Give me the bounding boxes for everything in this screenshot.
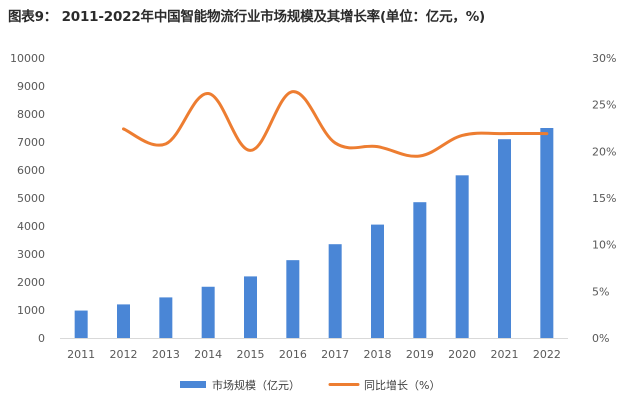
y-right-tick-label: 0% <box>592 332 609 345</box>
y-right-tick-label: 10% <box>592 239 616 252</box>
y-left-tick-label: 2000 <box>17 276 45 289</box>
x-tick-label: 2016 <box>279 348 307 361</box>
bar-2018 <box>371 224 384 338</box>
y-left-tick-label: 9000 <box>17 80 45 93</box>
x-tick-label: 2012 <box>110 348 138 361</box>
x-tick-label: 2022 <box>533 348 561 361</box>
y-left-tick-label: 0 <box>38 332 45 345</box>
bar-2013 <box>159 297 173 338</box>
bar-2014 <box>201 286 215 338</box>
x-tick-label: 2015 <box>237 348 265 361</box>
bar-2017 <box>328 244 342 338</box>
chart-title: 图表9： 2011-2022年中国智能物流行业市场规模及其增长率(单位：亿元，%… <box>8 9 486 25</box>
x-tick-label: 2020 <box>448 348 476 361</box>
y-left-tick-label: 3000 <box>17 248 45 261</box>
y-right-tick-label: 15% <box>592 192 616 205</box>
x-tick-label: 2017 <box>321 348 349 361</box>
bar-2015 <box>244 276 257 338</box>
y-left-tick-label: 7000 <box>17 136 45 149</box>
y-left-tick-label: 4000 <box>17 220 45 233</box>
bar-2011 <box>74 310 88 338</box>
legend-label-line: 同比增长（%） <box>364 378 440 392</box>
legend-swatch-bar <box>180 381 206 388</box>
bar-2016 <box>286 260 300 338</box>
y-left-tick-label: 1000 <box>17 304 45 317</box>
bar-2021 <box>498 139 511 338</box>
x-tick-label: 2018 <box>364 348 392 361</box>
y-left-tick-label: 6000 <box>17 164 45 177</box>
growth-rate-line <box>122 90 549 158</box>
x-tick-label: 2014 <box>194 348 222 361</box>
x-tick-label: 2013 <box>152 348 180 361</box>
bar-2012 <box>117 304 130 338</box>
bar-2019 <box>413 202 427 338</box>
y-right-tick-label: 20% <box>592 145 616 158</box>
bar-2020 <box>455 175 469 338</box>
y-right-tick-label: 30% <box>592 52 616 65</box>
x-tick-label: 2021 <box>491 348 519 361</box>
y-left-tick-label: 5000 <box>17 192 45 205</box>
bar-2022 <box>540 128 554 338</box>
x-tick-label: 2019 <box>406 348 434 361</box>
legend-label-bar: 市场规模（亿元） <box>212 378 300 392</box>
y-right-tick-label: 5% <box>592 285 609 298</box>
y-left-tick-label: 8000 <box>17 108 45 121</box>
y-right-tick-label: 25% <box>592 99 616 112</box>
x-tick-label: 2011 <box>67 348 95 361</box>
y-left-tick-label: 10000 <box>10 52 45 65</box>
